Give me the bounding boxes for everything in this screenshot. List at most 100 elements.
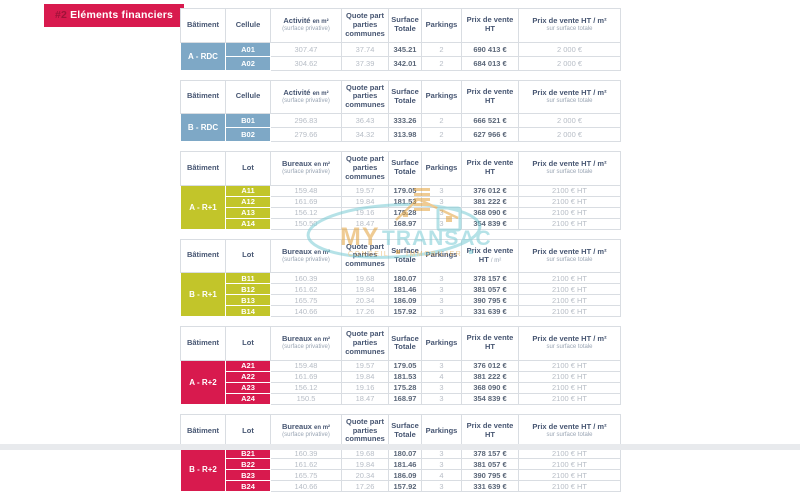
price-cell: 368 090 € [461, 381, 519, 394]
unit-cell: A14 [225, 217, 271, 230]
header-price-line2: HT [485, 167, 495, 177]
header-row: Bâtiment Cellule Activité en m² (surface… [180, 8, 621, 43]
section-badge-number: #2 [55, 9, 68, 21]
table-row: B02 279.66 34.32 313.98 2 627 966 €2 000 € [181, 127, 621, 143]
batiment-cell: B - R+1 [180, 272, 226, 318]
quote-cell: 19.84 [341, 370, 389, 383]
unit-cell: B23 [225, 469, 271, 482]
price-m2-cell: 2100 € HT [518, 272, 621, 285]
financial-table: Bâtiment Lot Bureaux en m² (surface priv… [180, 413, 621, 493]
header-unit: Cellule [225, 8, 271, 43]
area-cell: 307.47 [270, 41, 342, 57]
header-area: Activité en m² (surface privative) [270, 8, 342, 43]
price-m2-cell: 2100 € HT [518, 359, 621, 372]
surface-cell: 179.05 [388, 184, 422, 197]
table-row: B - RDC B01 296.83 36.43 333.26 2 666 521 €2 0… [180, 113, 621, 143]
table-row: A12 161.69 19.84 181.53 3 381 222 €2100 € HT [181, 195, 621, 208]
header-surface: Surface Totale [388, 238, 422, 274]
surface-cell: 157.92 [388, 305, 422, 318]
batiment-cell: B - R+2 [180, 447, 226, 493]
batiment-cell: A - R+2 [180, 359, 226, 405]
header-area: Bureaux en m² (surface privative) [270, 151, 342, 186]
unit-cell: B24 [225, 480, 271, 493]
price-cell: 331 639 € [461, 480, 519, 493]
area-cell: 161.62 [270, 458, 342, 471]
area-cell: 156.12 [270, 381, 342, 394]
header-surface: Surface Totale [388, 326, 422, 361]
table-row: B24 140.66 17.26 157.92 3 331 639 €2100 € HT [181, 480, 621, 493]
price-cell: 378 157 € [461, 272, 519, 285]
header-price-m2-title: Prix de vente HT / m² [532, 16, 607, 26]
price-cell: 376 012 € [461, 184, 519, 197]
unit-cell: B01 [225, 113, 271, 129]
header-quote: Quote part parties communes [341, 151, 389, 186]
parkings-cell: 3 [421, 272, 462, 285]
header-price-m2-sub: sur surface totale [546, 344, 593, 351]
header-price-m2: Prix de vente HT / m² sur surface totale [518, 151, 621, 186]
header-parkings: Parkings [421, 8, 462, 43]
parkings-cell: 3 [421, 480, 462, 493]
header-area-unit: en m² [314, 162, 331, 169]
quote-cell: 19.84 [341, 458, 389, 471]
header-area-unit: en m² [314, 424, 331, 431]
header-price-line1: Prix de vente [466, 86, 514, 96]
header-price-m2-sub: sur surface totale [546, 26, 593, 33]
header-batiment: Bâtiment [180, 326, 226, 361]
header-price: Prix de vente HT / m² [461, 238, 519, 274]
area-cell: 156.12 [270, 206, 342, 219]
quote-cell: 20.34 [341, 469, 389, 482]
header-price: Prix de vente HT [461, 8, 519, 43]
header-parkings: Parkings [421, 238, 462, 274]
unit-cell: A24 [225, 392, 271, 405]
price-cell: 390 795 € [461, 294, 519, 307]
table-row: A22 161.69 19.84 181.53 4 381 222 €2100 € HT [181, 370, 621, 383]
unit-cell: B14 [225, 305, 271, 318]
price-m2-cell: 2100 € HT [518, 217, 621, 230]
price-cell: 331 639 € [461, 305, 519, 318]
parkings-cell: 3 [421, 305, 462, 318]
header-surface: Surface Totale [388, 413, 422, 449]
price-m2-cell: 2100 € HT [518, 469, 621, 482]
header-price-line2: HT [478, 254, 491, 264]
unit-cell: A02 [225, 55, 271, 71]
header-row: Bâtiment Lot Bureaux en m² (surface priv… [180, 238, 621, 274]
quote-cell: 19.16 [341, 381, 389, 394]
area-cell: 150.5 [270, 392, 342, 405]
surface-cell: 168.97 [388, 392, 422, 405]
unit-cell: A13 [225, 206, 271, 219]
price-m2-cell: 2100 € HT [518, 195, 621, 208]
parkings-cell: 3 [421, 283, 462, 296]
header-price-m2: Prix de vente HT / m² sur surface totale [518, 326, 621, 361]
header-batiment: Bâtiment [180, 151, 226, 186]
price-cell: 354 839 € [461, 217, 519, 230]
financial-table: Bâtiment Lot Bureaux en m² (surface priv… [180, 326, 621, 405]
unit-cell: B13 [225, 294, 271, 307]
header-area-unit: en m² [314, 249, 331, 256]
unit-cell: B12 [225, 283, 271, 296]
price-cell: 376 012 € [461, 359, 519, 372]
header-price-line2: HT [485, 95, 495, 105]
surface-cell: 186.09 [388, 294, 422, 307]
surface-cell: 313.98 [388, 127, 422, 143]
area-cell: 140.66 [270, 480, 342, 493]
quote-cell: 34.32 [341, 127, 389, 143]
price-m2-cell: 2100 € HT [518, 458, 621, 471]
header-price: Prix de vente HT [461, 413, 519, 449]
bottom-edge [0, 444, 800, 450]
quote-cell: 37.39 [341, 55, 389, 71]
parkings-cell: 2 [421, 127, 462, 143]
surface-cell: 168.97 [388, 217, 422, 230]
unit-cell: B11 [225, 272, 271, 285]
price-m2-cell: 2100 € HT [518, 305, 621, 318]
header-price-line1: Prix de vente [466, 15, 514, 25]
quote-cell: 19.84 [341, 283, 389, 296]
parkings-cell: 3 [421, 217, 462, 230]
table-row: B12 161.62 19.84 181.46 3 381 057 €2100 € HT [181, 283, 621, 296]
batiment-cell: A - RDC [180, 41, 226, 71]
header-price-line2: HT [485, 429, 495, 439]
header-price-line1: Prix de vente [466, 245, 514, 255]
price-cell: 381 057 € [461, 458, 519, 471]
financial-table: Bâtiment Cellule Activité en m² (surface… [180, 8, 621, 71]
area-cell: 165.75 [270, 469, 342, 482]
header-surface: Surface Totale [388, 151, 422, 186]
